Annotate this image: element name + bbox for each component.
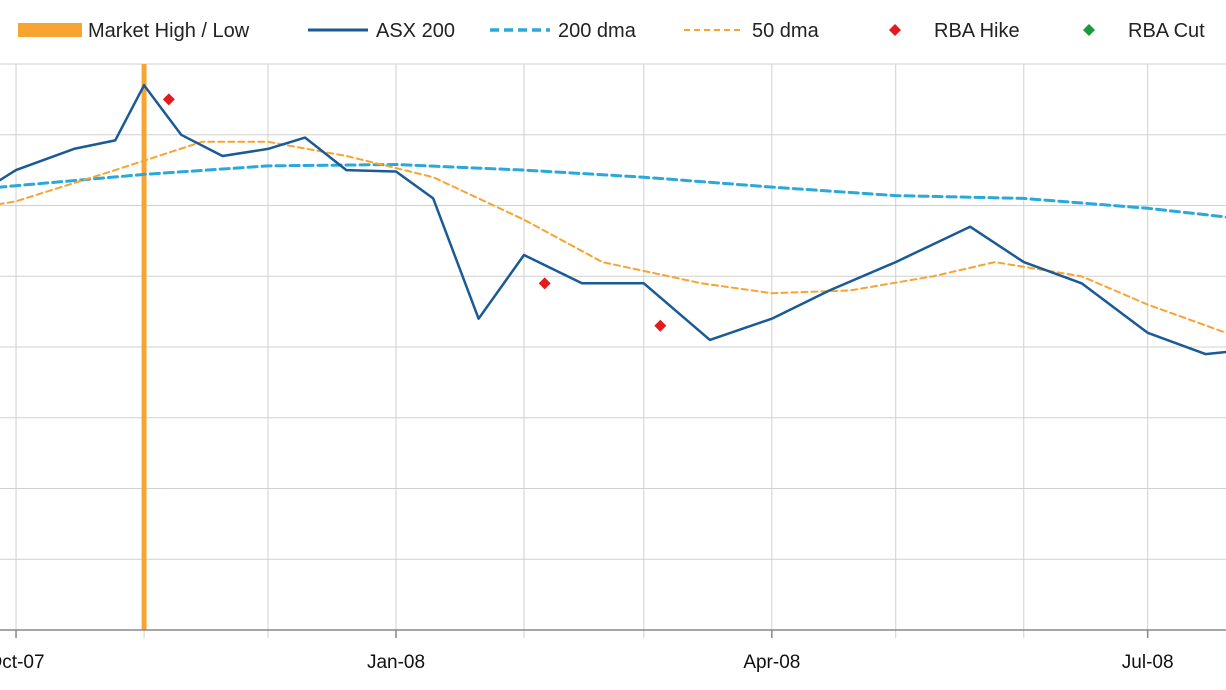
market-high-low-bands [141,64,147,630]
chart-series [0,83,1226,356]
legend-swatch-highlow [18,23,82,37]
legend-label-hike: RBA Hike [934,20,1020,42]
legend-swatch-hike [889,24,901,36]
rba-hike-marker [162,93,175,106]
legend-label-asx: ASX 200 [376,20,455,42]
chart-legend: Market High / Low ASX 200 200 dma 50 dma RBA… [18,20,1205,42]
chart-gridlines [0,63,1226,638]
rba-hike-marker [654,319,667,332]
x-tick-label: Apr-08 [743,652,800,673]
series-line-dma200 [0,163,1226,219]
x-tick-label: Jul-08 [1122,652,1174,673]
x-tick-label: Jan-08 [367,652,425,673]
legend-label-dma50: 50 dma [752,20,820,42]
series-line-dma50 [0,140,1226,334]
legend-label-cut: RBA Cut [1128,20,1205,42]
rba-hike-marker [538,277,551,290]
rba-markers [162,93,667,332]
legend-label-highlow: Market High / Low [88,20,250,42]
x-tick-label: Oct-07 [0,652,45,673]
series-line-asx [0,83,1226,356]
x-axis: Apr-07Jul-07Oct-07Jan-08Apr-08Jul-08Oct-… [0,629,1226,673]
legend-label-dma200: 200 dma [558,20,637,42]
legend-swatch-cut [1083,24,1095,36]
